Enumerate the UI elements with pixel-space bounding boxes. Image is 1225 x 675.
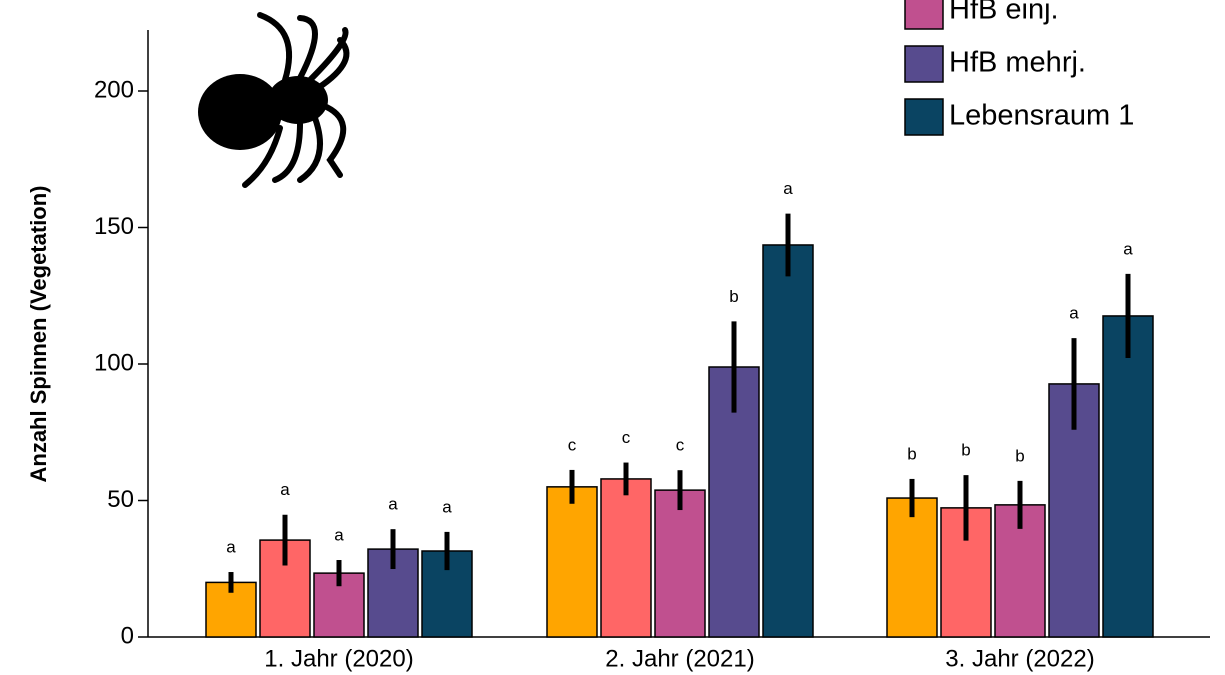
significance-letter: a xyxy=(783,179,793,198)
y-axis-label: Anzahl Spinnen (Vegetation) xyxy=(26,185,51,482)
bar xyxy=(600,478,652,638)
x-tick-label: 1. Jahr (2020) xyxy=(264,645,413,672)
x-tick-label: 3. Jahr (2022) xyxy=(945,645,1094,672)
legend-swatch xyxy=(904,45,944,83)
significance-letter: b xyxy=(907,444,916,463)
bar xyxy=(1102,315,1154,638)
legend-label: HfB einj. xyxy=(949,0,1059,26)
y-tick-label: 150 xyxy=(94,213,134,240)
significance-letter: c xyxy=(622,428,631,447)
bar xyxy=(886,497,938,638)
legend-swatch xyxy=(904,98,944,136)
bar xyxy=(654,489,706,638)
significance-letter: a xyxy=(334,525,344,544)
significance-letter: c xyxy=(568,435,577,454)
bar xyxy=(546,486,598,638)
y-tick-label: 200 xyxy=(94,76,134,103)
bar xyxy=(762,244,814,638)
legend-label: Lebensraum 1 xyxy=(949,100,1134,132)
significance-letter: a xyxy=(1069,304,1079,323)
legend-swatch xyxy=(904,0,944,30)
legend-label: HfB mehrj. xyxy=(949,47,1086,79)
significance-letter: a xyxy=(226,538,236,557)
significance-letter: b xyxy=(961,441,970,460)
y-tick-label: 50 xyxy=(107,486,134,513)
spider-icon xyxy=(198,12,350,188)
significance-letter: a xyxy=(1123,239,1133,258)
y-tick-label: 100 xyxy=(94,349,134,376)
significance-letter: c xyxy=(676,436,685,455)
y-tick-label: 0 xyxy=(121,622,134,649)
significance-letter: a xyxy=(388,495,398,514)
significance-letter: b xyxy=(729,287,738,306)
x-tick-label: 2. Jahr (2021) xyxy=(605,645,754,672)
significance-letter: b xyxy=(1015,446,1024,465)
significance-letter: a xyxy=(280,480,290,499)
significance-letter: a xyxy=(442,497,452,516)
